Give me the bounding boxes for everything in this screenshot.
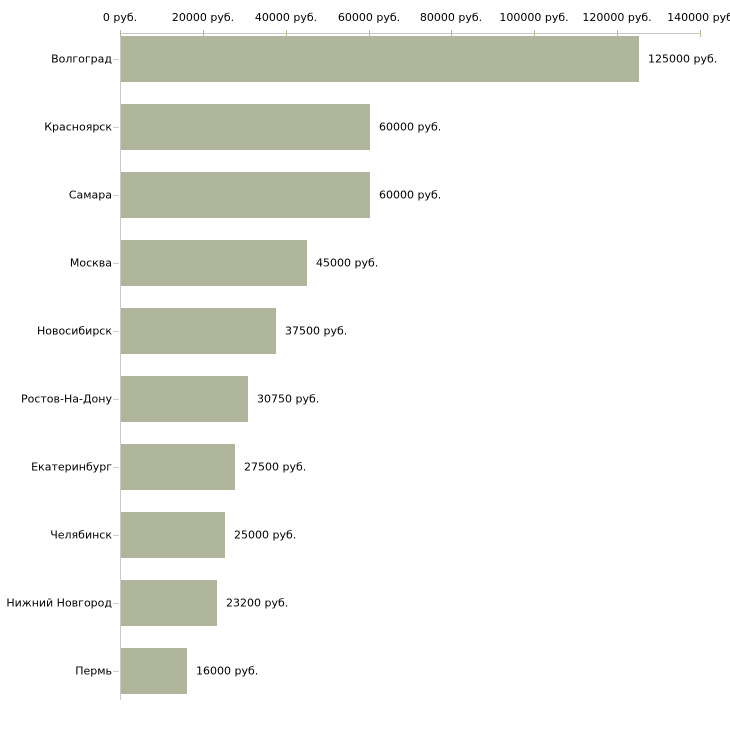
bar	[121, 172, 370, 218]
x-axis-tick	[120, 30, 121, 37]
category-tick	[113, 603, 119, 604]
bar	[121, 308, 276, 354]
x-axis-tick	[700, 30, 701, 37]
x-axis-tick-label: 140000 руб	[667, 11, 730, 24]
x-axis-tick-label: 40000 руб.	[254, 11, 318, 24]
value-label: 16000 руб.	[196, 664, 259, 678]
bar	[121, 580, 217, 626]
value-label: 23200 руб.	[226, 596, 289, 610]
x-axis-tick-label: 60000 руб.	[337, 11, 401, 24]
value-label: 30750 руб.	[257, 392, 320, 406]
value-label: 37500 руб.	[285, 324, 348, 338]
x-axis-tick	[286, 30, 287, 37]
y-axis-line	[120, 33, 121, 700]
x-axis-tick-label: 120000 руб.	[582, 11, 652, 24]
category-tick	[113, 195, 119, 196]
category-label: Челябинск	[50, 528, 112, 542]
x-axis-tick	[617, 30, 618, 37]
bar	[121, 648, 187, 694]
category-tick	[113, 263, 119, 264]
category-label: Екатеринбург	[31, 460, 112, 474]
x-axis-tick	[203, 30, 204, 37]
value-label: 60000 руб.	[379, 188, 442, 202]
value-label: 125000 руб.	[648, 52, 718, 66]
category-tick	[113, 59, 119, 60]
category-label: Пермь	[75, 664, 112, 678]
x-axis-tick-label: 20000 руб.	[171, 11, 235, 24]
bar	[121, 512, 225, 558]
category-label: Новосибирск	[36, 324, 112, 338]
bar	[121, 36, 639, 82]
category-tick	[113, 671, 119, 672]
category-label: Москва	[69, 256, 112, 270]
bar	[121, 104, 370, 150]
value-label: 45000 руб.	[316, 256, 379, 270]
category-tick	[113, 331, 119, 332]
bar	[121, 240, 307, 286]
x-axis-tick	[369, 30, 370, 37]
x-axis-tick-label: 100000 руб.	[499, 11, 569, 24]
category-tick	[113, 467, 119, 468]
x-axis-tick	[534, 30, 535, 37]
value-label: 27500 руб.	[244, 460, 307, 474]
category-tick	[113, 535, 119, 536]
value-label: 25000 руб.	[234, 528, 297, 542]
x-axis-tick-label: 0 руб.	[102, 11, 138, 24]
bar	[121, 376, 248, 422]
x-axis-line	[120, 33, 701, 34]
x-axis-tick-label: 80000 руб.	[419, 11, 483, 24]
x-axis-tick	[451, 30, 452, 37]
category-label: Нижний Новгород	[6, 596, 112, 610]
category-tick	[113, 399, 119, 400]
category-label: Ростов-На-Дону	[20, 392, 112, 406]
category-tick	[113, 127, 119, 128]
category-label: Красноярск	[44, 120, 112, 134]
category-label: Волгоград	[51, 52, 112, 66]
value-label: 60000 руб.	[379, 120, 442, 134]
category-label: Самара	[68, 188, 112, 202]
bar	[121, 444, 235, 490]
